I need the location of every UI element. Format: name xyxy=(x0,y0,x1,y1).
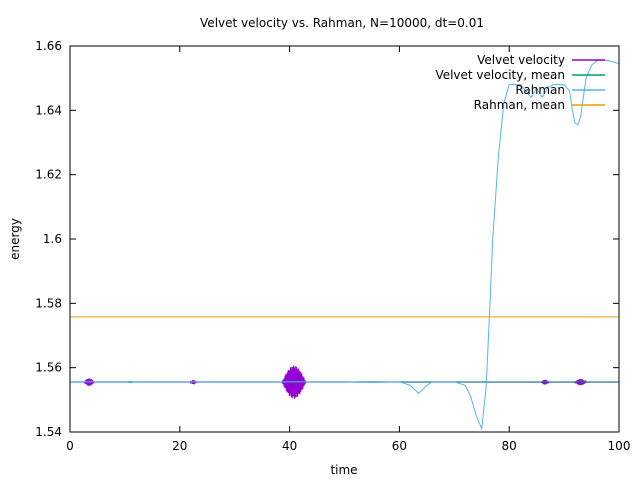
legend-label: Velvet velocity xyxy=(477,53,565,67)
plot-area xyxy=(70,59,619,431)
y-tick-label: 1.54 xyxy=(35,425,62,439)
x-tick-label: 0 xyxy=(66,439,74,453)
series-line-2 xyxy=(70,59,619,431)
x-axis-title: time xyxy=(330,463,357,477)
y-tick-label: 1.56 xyxy=(35,361,62,375)
y-tick-label: 1.6 xyxy=(43,232,62,246)
axes: 0 20 40 60 80 100 1.54 1.56 1.58 1.6 1.62 1.64 1.66 xyxy=(35,39,630,453)
y-tick-label: 1.58 xyxy=(35,296,62,310)
legend-label: Rahman, mean xyxy=(474,98,565,112)
x-tick-label: 20 xyxy=(172,439,187,453)
y-axis-title: energy xyxy=(8,218,22,260)
x-tick-label: 60 xyxy=(392,439,407,453)
x-tick-label: 80 xyxy=(502,439,517,453)
y-tick-label: 1.66 xyxy=(35,39,62,53)
y-tick-label: 1.64 xyxy=(35,103,62,117)
series-group xyxy=(70,59,619,431)
y-tick-label: 1.62 xyxy=(35,168,62,182)
chart-title: Velvet velocity vs. Rahman, N=10000, dt=… xyxy=(200,16,484,30)
x-tick-label: 40 xyxy=(282,439,297,453)
legend-label: Rahman xyxy=(515,83,565,97)
legend-label: Velvet velocity, mean xyxy=(435,68,565,82)
x-tick-label: 100 xyxy=(608,439,631,453)
